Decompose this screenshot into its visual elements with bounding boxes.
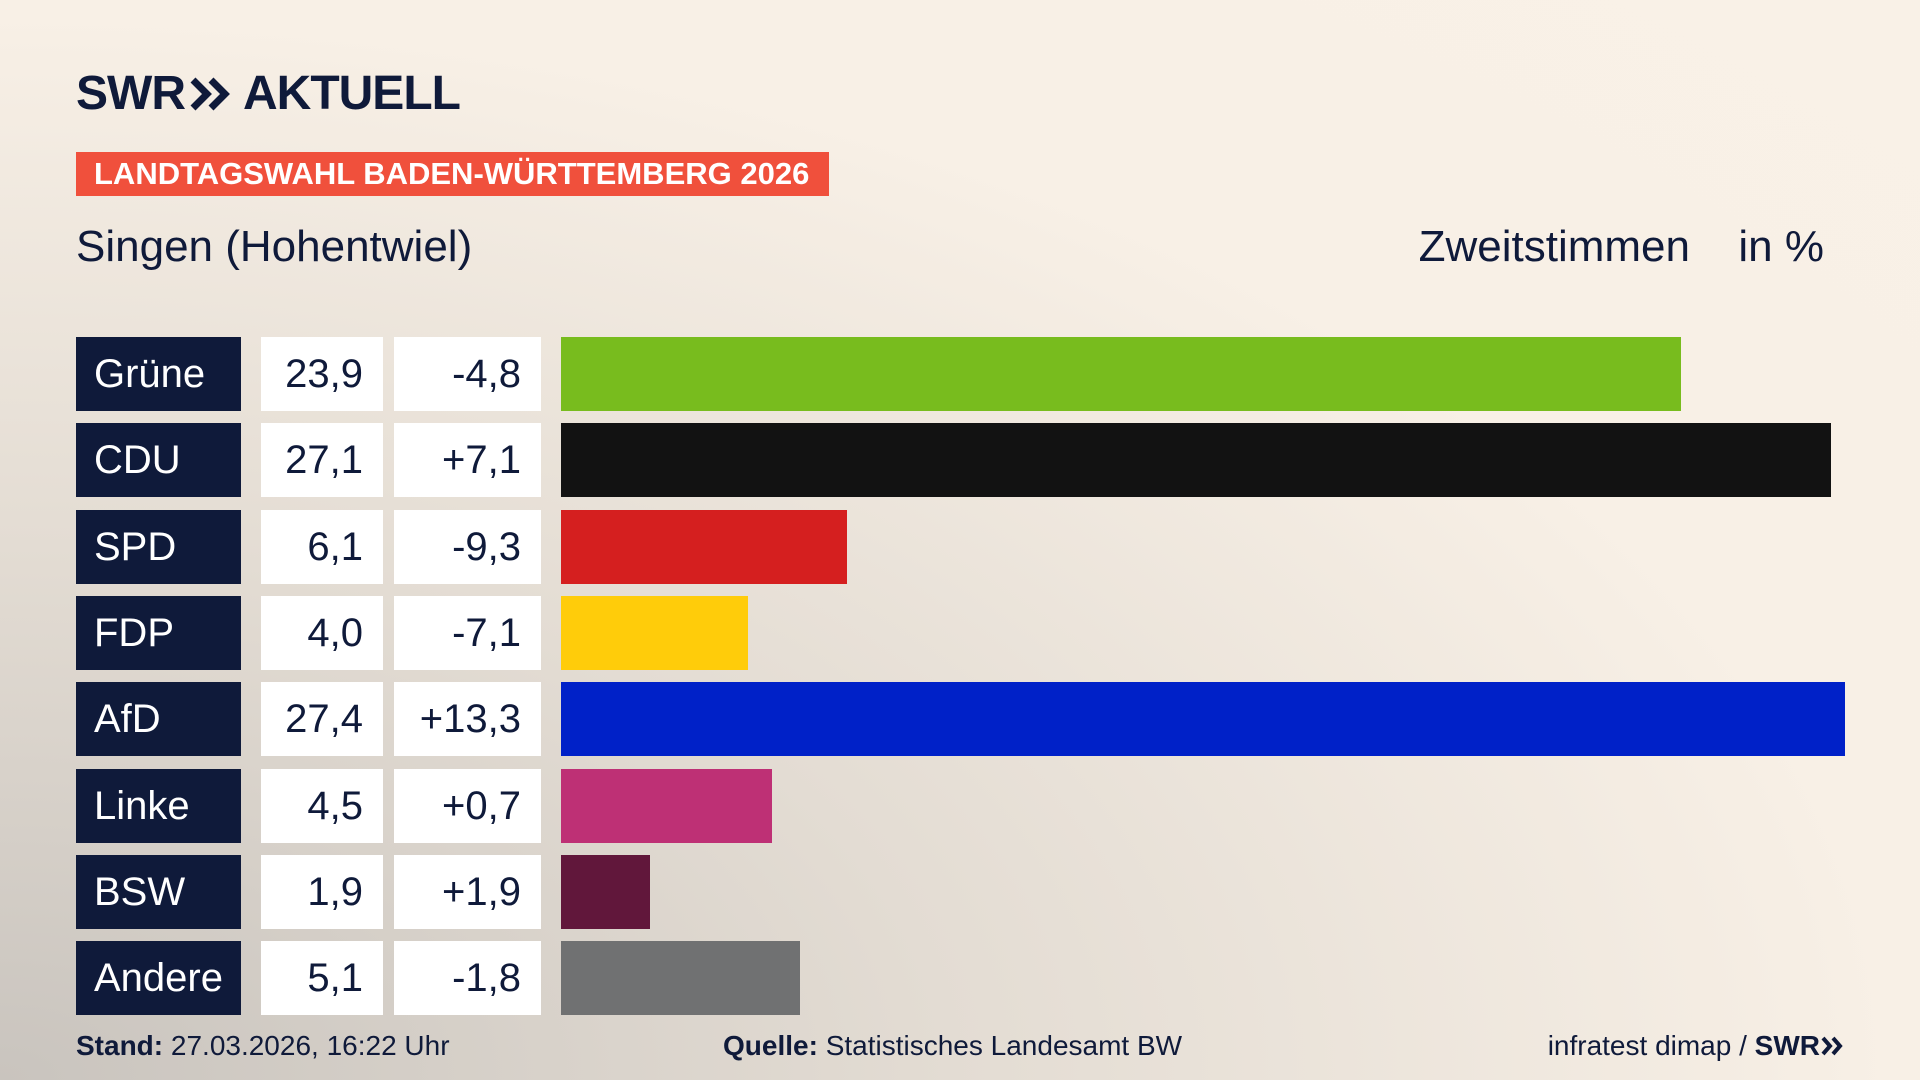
value-label: 5,1 [261, 941, 383, 1016]
party-label: FDP [76, 595, 241, 670]
bar [561, 595, 749, 670]
credit-brand: SWR [1754, 1030, 1820, 1061]
chevrons [190, 77, 230, 111]
party-label: AfD [76, 682, 241, 757]
change-label: +13,3 [394, 682, 541, 757]
change-label: -7,1 [394, 595, 541, 670]
credit-chevrons [1821, 1036, 1843, 1056]
source-value: Statistisches Landesamt BW [825, 1030, 1183, 1061]
change-label: -9,3 [394, 509, 541, 584]
bar [561, 854, 651, 929]
source-label: Quelle: [723, 1030, 818, 1061]
bar [561, 337, 1681, 411]
credit: infratest dimap / SWR [1548, 1030, 1844, 1062]
value-label: 27,4 [261, 682, 383, 757]
stand-value: 27.03.2026, 16:22 Uhr [170, 1030, 450, 1061]
stand: Stand: 27.03.2026, 16:22 Uhr [76, 1030, 450, 1062]
change-label: +7,1 [394, 423, 541, 498]
change-label: +1,9 [394, 854, 541, 929]
stand-label: Stand: [76, 1030, 164, 1061]
credit-text: infratest dimap / [1547, 1030, 1747, 1061]
banner: LANDTAGSWAHL BADEN-WÜRTTEMBERG 2026 [76, 152, 829, 196]
brand-suffix: AKTUELL [242, 67, 461, 120]
chart-title: Singen (Hohentwiel) [76, 222, 473, 271]
logo: SWR AKTUELL [76, 66, 461, 121]
value-label: 6,1 [261, 509, 383, 584]
party-label: Linke [76, 768, 241, 843]
value-label: 4,0 [261, 595, 383, 670]
bar [561, 682, 1845, 757]
unit: in % [1738, 222, 1824, 271]
value-label: 23,9 [261, 337, 383, 411]
party-label: Grüne [76, 337, 241, 411]
party-label: BSW [76, 854, 241, 929]
bar [561, 941, 800, 1016]
bar [561, 423, 1831, 498]
value-label: 4,5 [261, 768, 383, 843]
value-label: 1,9 [261, 854, 383, 929]
change-label: +0,7 [394, 768, 541, 843]
value-label: 27,1 [261, 423, 383, 498]
subtitle: Zweitstimmen [1418, 222, 1690, 271]
source: Quelle: Statistisches Landesamt BW [723, 1030, 1182, 1062]
change-label: -1,8 [394, 941, 541, 1016]
party-label: SPD [76, 509, 241, 584]
brand: SWR [76, 67, 186, 120]
change-label: -4,8 [394, 337, 541, 411]
bar [561, 768, 772, 843]
party-label: Andere [76, 941, 241, 1016]
bar [561, 509, 847, 584]
party-label: CDU [76, 423, 241, 498]
